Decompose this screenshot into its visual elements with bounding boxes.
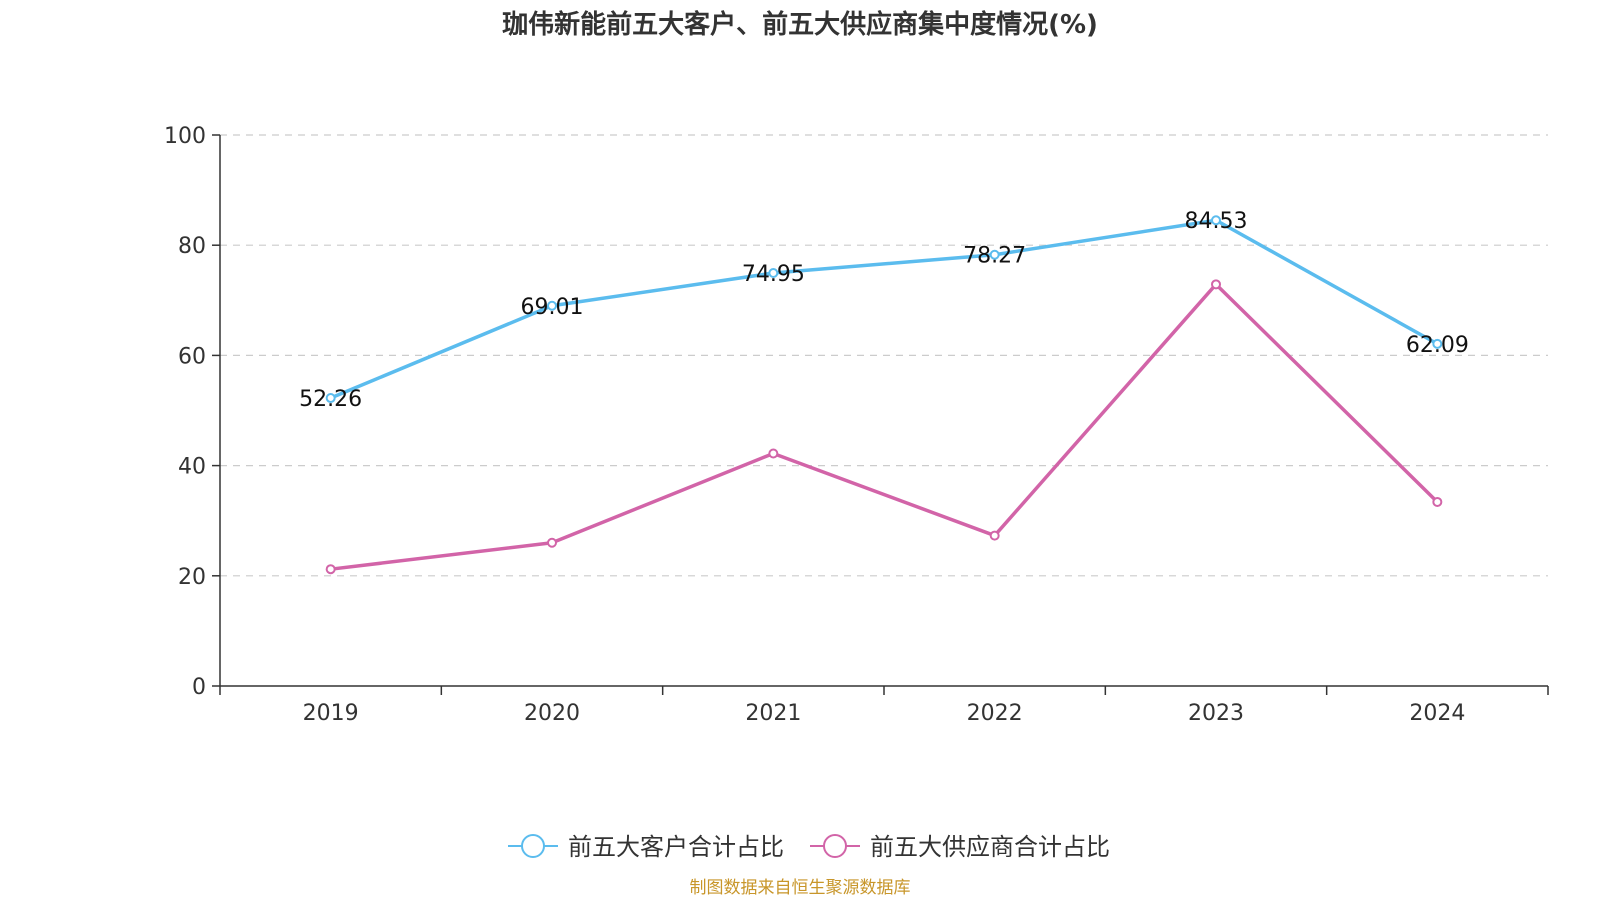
data-point-0[interactable] bbox=[768, 268, 779, 279]
source-note: 制图数据来自恒生聚源数据库 bbox=[690, 878, 911, 898]
data-point-0[interactable] bbox=[325, 393, 336, 404]
series-line-0 bbox=[329, 218, 1439, 400]
data-point-1[interactable] bbox=[1211, 279, 1221, 290]
data-point-1[interactable] bbox=[325, 564, 336, 575]
legend-marker-icon bbox=[823, 834, 847, 858]
legend[interactable]: 前五大客户合计占比 前五大供应商合计占比 bbox=[508, 833, 1110, 861]
x-tick-label: 2022 bbox=[967, 701, 1023, 726]
y-tick-label: 40 bbox=[178, 455, 206, 480]
x-tick-label: 2021 bbox=[745, 701, 801, 726]
legend-marker-icon bbox=[521, 834, 545, 858]
data-point-0[interactable] bbox=[1211, 215, 1221, 226]
y-tick-label: 20 bbox=[178, 565, 206, 590]
legend-item-1[interactable]: 前五大供应商合计占比 bbox=[810, 833, 1110, 861]
data-label: 84.53 bbox=[1185, 209, 1248, 234]
y-tick-label: 0 bbox=[192, 675, 206, 700]
data-labels: 52.26 69.01 74.95 78.27 84.53 62.09 bbox=[299, 209, 1469, 412]
y-tick-label: 80 bbox=[178, 234, 206, 259]
y-tick-label: 100 bbox=[164, 124, 206, 149]
legend-item-0[interactable]: 前五大客户合计占比 bbox=[508, 833, 784, 861]
data-point-0[interactable] bbox=[547, 300, 557, 311]
data-label: 52.26 bbox=[299, 387, 362, 412]
x-tick-label: 2023 bbox=[1188, 701, 1244, 726]
axes: 0 20 40 60 80 100 2019 2020 2021 2022 2023 2024 bbox=[164, 124, 1549, 726]
series-line-1 bbox=[330, 282, 1439, 571]
legend-label: 前五大供应商合计占比 bbox=[870, 833, 1110, 861]
data-label: 78.27 bbox=[963, 244, 1026, 269]
y-tick-label: 60 bbox=[178, 344, 206, 369]
data-label: 69.01 bbox=[521, 295, 584, 320]
data-point-0[interactable] bbox=[989, 249, 1000, 260]
x-tick-label: 2024 bbox=[1409, 701, 1465, 726]
series-lines bbox=[325, 215, 1443, 575]
chart-title: 珈伟新能前五大客户、前五大供应商集中度情况(%) bbox=[502, 9, 1098, 40]
data-point-0[interactable] bbox=[1432, 338, 1443, 349]
data-point-1[interactable] bbox=[1432, 496, 1443, 507]
x-tick-label: 2019 bbox=[303, 701, 359, 726]
data-point-1[interactable] bbox=[989, 530, 1000, 541]
data-point-1[interactable] bbox=[768, 448, 779, 459]
data-label: 62.09 bbox=[1406, 333, 1469, 358]
data-point-1[interactable] bbox=[547, 537, 557, 548]
grid-lines bbox=[220, 134, 1548, 577]
data-label: 74.95 bbox=[742, 262, 805, 287]
x-tick-label: 2020 bbox=[524, 701, 580, 726]
legend-label: 前五大客户合计占比 bbox=[568, 833, 784, 861]
